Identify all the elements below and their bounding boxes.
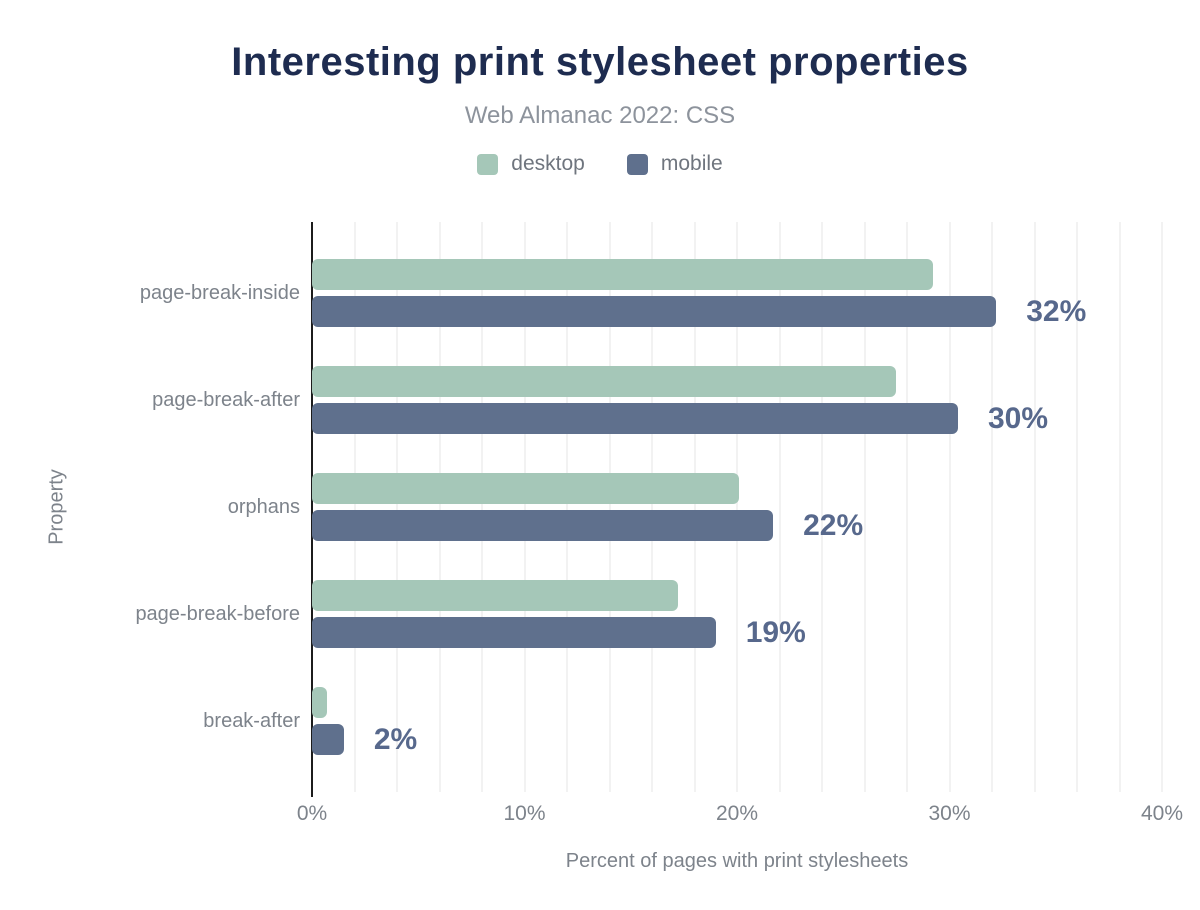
desktop-bar-page-break-inside — [312, 259, 933, 290]
desktop-legend-swatch-icon — [477, 153, 499, 175]
value-label-page-break-after: 30% — [988, 402, 1049, 435]
x-tick-10%: 10% — [503, 802, 546, 825]
chart-subtitle: Web Almanac 2022: CSS — [464, 102, 736, 129]
gridline — [396, 222, 398, 792]
category-label-orphans: orphans — [227, 496, 300, 518]
legend-item-mobile: mobile — [626, 152, 723, 176]
x-tick-30%: 30% — [928, 802, 971, 825]
mobile-bar-orphans — [312, 510, 774, 541]
gridline — [863, 222, 866, 792]
x-tick-0%: 0% — [296, 802, 328, 825]
mobile-legend-swatch-icon — [626, 153, 648, 175]
gridline — [353, 222, 356, 792]
desktop-bar-page-break-after — [312, 366, 897, 397]
gridline — [906, 222, 908, 792]
legend-label-desktop: desktop — [511, 152, 585, 175]
x-axis-tick-labels: 0% 10% 20% 30% 40% — [297, 802, 1183, 830]
gridline — [736, 222, 738, 792]
category-label-page-break-after: page-break-after — [152, 389, 300, 411]
gridline — [693, 222, 696, 792]
gridline — [991, 222, 993, 792]
plot-area: 32% 30% 22% 19% 2% — [311, 222, 1163, 797]
gridline — [523, 222, 526, 792]
category-label-break-after: break-after — [203, 710, 300, 732]
mobile-bar-page-break-inside — [312, 296, 997, 327]
gridline — [1076, 222, 1078, 792]
category-label-page-break-inside: page-break-inside — [139, 282, 300, 304]
gridline — [1118, 222, 1121, 792]
gridline — [1161, 222, 1163, 792]
y-axis-line — [311, 222, 313, 797]
legend-label-mobile: mobile — [660, 152, 723, 175]
category-label-page-break-before: page-break-before — [135, 603, 300, 625]
desktop-bar-page-break-before — [312, 580, 678, 611]
desktop-bar-orphans — [312, 473, 740, 504]
value-label-break-after: 2% — [373, 723, 418, 756]
gridline — [778, 222, 781, 792]
mobile-bar-page-break-after — [312, 403, 958, 434]
gridline — [821, 222, 823, 792]
gridline — [438, 222, 441, 792]
value-label-orphans: 22% — [803, 509, 864, 542]
gridline — [481, 222, 483, 792]
chart-title: Interesting print stylesheet properties — [231, 40, 969, 84]
legend: desktop mobile — [0, 152, 1200, 176]
gridline — [608, 222, 611, 792]
gridline — [1033, 222, 1036, 792]
gridline — [948, 222, 951, 792]
value-label-page-break-before: 19% — [745, 616, 806, 649]
x-tick-40%: 40% — [1140, 802, 1184, 825]
y-axis-category-labels: page-break-inside page-break-after orphans… — [0, 222, 300, 792]
value-label-page-break-inside: 32% — [1026, 295, 1087, 328]
desktop-bar-break-after — [312, 687, 327, 718]
gridline — [651, 222, 653, 792]
x-tick-20%: 20% — [715, 802, 759, 825]
x-axis-title: Percent of pages with print stylesheets — [565, 850, 909, 872]
gridline — [566, 222, 568, 792]
mobile-bar-break-after — [312, 724, 344, 755]
legend-item-desktop: desktop — [477, 152, 585, 176]
mobile-bar-page-break-before — [312, 617, 716, 648]
